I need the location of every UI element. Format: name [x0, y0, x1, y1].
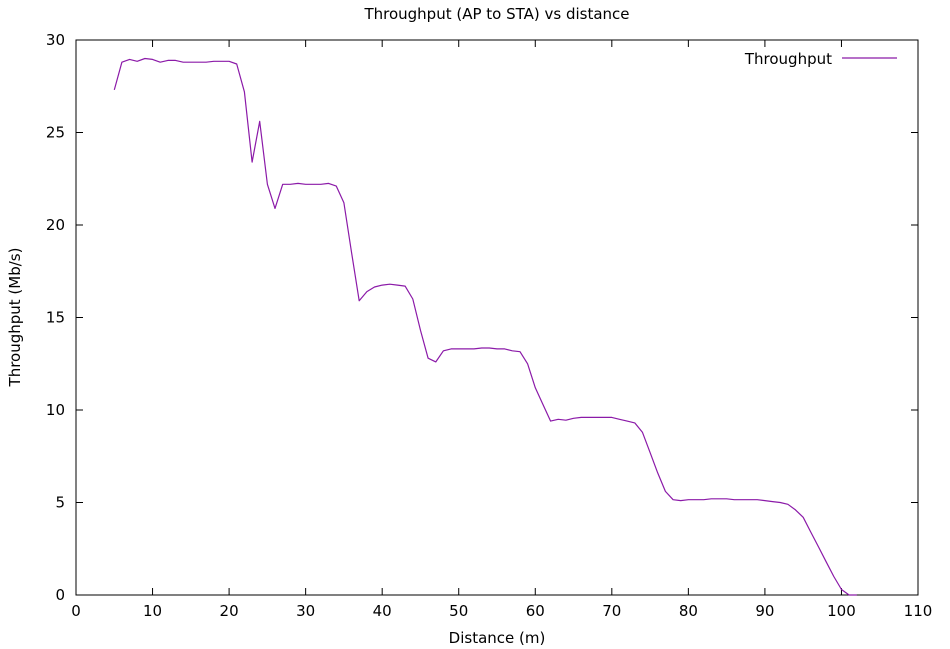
y-tick-label: 10 — [46, 401, 65, 419]
y-tick-label: 20 — [46, 216, 65, 234]
chart-title: Throughput (AP to STA) vs distance — [363, 5, 629, 23]
legend-label: Throughput — [744, 50, 832, 68]
y-tick-label: 30 — [46, 31, 65, 49]
y-tick-label: 15 — [46, 309, 65, 327]
legend: Throughput — [744, 50, 897, 68]
plot-area: 0 10 20 30 40 50 60 70 80 90 100 110 0 5 10 15 20 25 30 — [46, 31, 932, 620]
x-tick-label: 70 — [602, 602, 621, 620]
y-tick-label: 0 — [55, 586, 65, 604]
series-line-throughput — [113, 57, 857, 596]
x-tick-label: 90 — [755, 602, 774, 620]
x-tick-label: 80 — [679, 602, 698, 620]
y-axis-title: Throughput (Mb/s) — [6, 248, 24, 388]
x-tick-label: 40 — [373, 602, 392, 620]
x-axis-title: Distance (m) — [449, 629, 546, 647]
x-tick-label: 20 — [220, 602, 239, 620]
x-tick-label: 10 — [143, 602, 162, 620]
x-tick-label: 50 — [449, 602, 468, 620]
x-tick-label: 100 — [827, 602, 856, 620]
x-tick-label: 30 — [296, 602, 315, 620]
x-tick-label: 0 — [71, 602, 81, 620]
x-tick-label: 110 — [904, 602, 933, 620]
y-tick-label: 5 — [55, 494, 65, 512]
plot-frame — [75, 39, 919, 596]
x-tick-label: 60 — [526, 602, 545, 620]
y-tick-label: 25 — [46, 124, 65, 142]
